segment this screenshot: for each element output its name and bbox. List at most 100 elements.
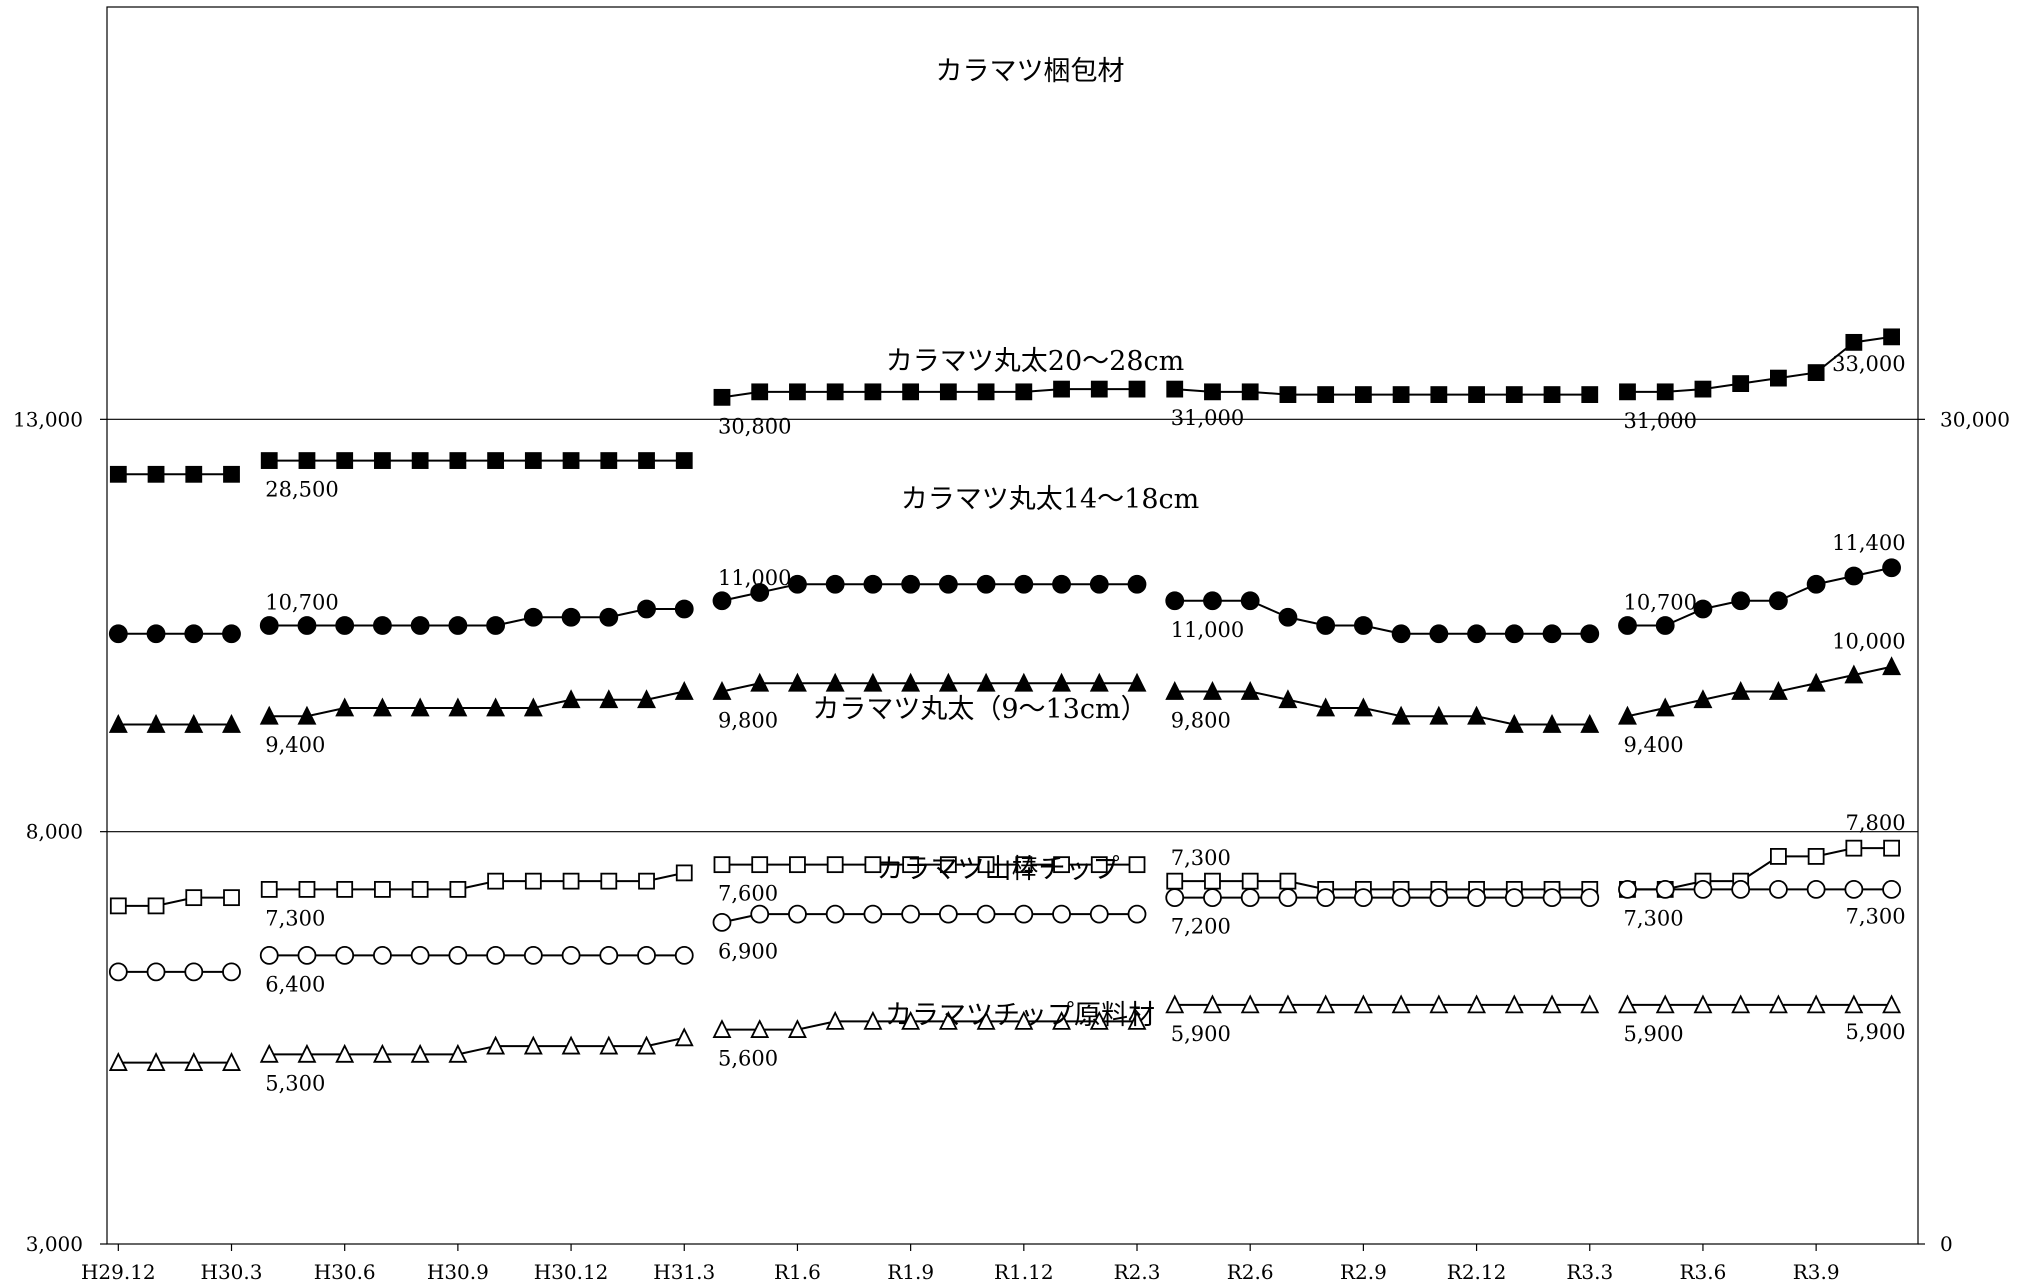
data-label: 5,600 <box>718 1047 778 1071</box>
data-point <box>146 713 166 733</box>
series-group <box>108 879 1901 982</box>
data-point <box>713 388 731 406</box>
data-point <box>1844 566 1864 586</box>
data-point <box>1655 994 1675 1014</box>
data-point <box>297 616 317 635</box>
data-point <box>260 880 278 898</box>
data-point <box>297 945 317 965</box>
data-point <box>1014 574 1034 594</box>
data-point <box>1883 328 1900 346</box>
data-point <box>523 697 543 717</box>
data-point <box>1430 386 1448 403</box>
data-point <box>147 465 165 483</box>
data-point <box>1316 994 1336 1014</box>
data-point <box>411 452 429 469</box>
series-name-label: カラマツ丸太（9～13cm） <box>812 694 1147 725</box>
data-point <box>1429 624 1449 644</box>
data-point <box>789 383 806 401</box>
data-point <box>751 383 769 401</box>
data-point <box>108 962 128 982</box>
data-point <box>825 904 845 924</box>
data-point <box>1618 879 1637 899</box>
data-point <box>1768 680 1788 700</box>
data-point <box>638 452 655 469</box>
data-point <box>411 880 429 898</box>
series-line <box>269 690 685 718</box>
data-point <box>750 583 770 602</box>
data-point <box>146 962 166 982</box>
data-point <box>863 904 883 924</box>
data-point <box>1316 888 1336 908</box>
data-label: 30,800 <box>718 414 791 438</box>
data-point <box>1089 904 1109 924</box>
left-axis-tick-label: 13,000 <box>13 407 83 431</box>
data-point <box>1278 689 1298 709</box>
x-axis-tick-label: R3.3 <box>1566 1260 1613 1284</box>
data-point <box>1845 839 1863 857</box>
series-line <box>1627 665 1892 718</box>
data-point <box>487 872 505 890</box>
data-point <box>523 1035 543 1055</box>
data-point <box>863 574 883 594</box>
data-point <box>863 672 883 692</box>
data-point <box>1203 591 1222 611</box>
data-point <box>1882 656 1902 676</box>
data-point <box>1882 558 1901 578</box>
data-point <box>223 889 240 907</box>
data-point <box>1353 697 1373 717</box>
data-point <box>1505 386 1523 403</box>
data-point <box>448 697 468 717</box>
data-label: 7,200 <box>1171 915 1231 939</box>
data-point <box>902 383 920 401</box>
data-point <box>1316 697 1336 717</box>
data-point <box>712 591 732 611</box>
data-point <box>1806 574 1826 594</box>
series-group <box>108 558 1901 644</box>
data-point <box>1882 994 1902 1014</box>
left-axis-tick-label: 3,000 <box>26 1232 83 1256</box>
data-point <box>1015 383 1033 401</box>
data-point <box>1204 872 1221 890</box>
data-point <box>185 465 203 483</box>
data-point <box>902 856 920 874</box>
data-point <box>938 574 958 594</box>
data-point <box>1883 839 1900 857</box>
data-point <box>1278 607 1298 627</box>
data-point <box>864 856 882 874</box>
x-axis-tick-label: R1.12 <box>994 1260 1054 1284</box>
data-point <box>372 697 392 717</box>
data-point <box>976 904 996 924</box>
data-label: 10,700 <box>265 591 338 615</box>
data-point <box>108 624 128 644</box>
data-point <box>1052 904 1071 924</box>
data-point <box>1731 591 1751 611</box>
data-point <box>184 624 204 644</box>
data-point <box>1165 994 1185 1014</box>
data-point <box>1240 994 1260 1014</box>
data-point <box>1353 994 1373 1014</box>
data-point <box>1504 994 1524 1014</box>
data-point <box>637 599 656 619</box>
data-point <box>750 904 770 924</box>
data-point <box>1655 616 1675 635</box>
data-point <box>1053 380 1070 398</box>
data-point <box>599 1035 619 1055</box>
data-point <box>637 1035 656 1055</box>
data-point <box>1542 888 1562 908</box>
data-point <box>1694 380 1712 398</box>
data-point <box>372 1043 392 1063</box>
data-point <box>1089 1010 1109 1030</box>
data-point <box>373 616 392 635</box>
data-point <box>374 452 391 469</box>
data-point <box>939 856 957 874</box>
data-label: 10,000 <box>1832 630 1905 654</box>
data-point <box>1844 879 1864 899</box>
data-label: 11,400 <box>1832 531 1905 555</box>
data-label: 9,800 <box>718 708 778 732</box>
data-point <box>789 856 806 874</box>
x-axis-tick-label: R3.6 <box>1680 1260 1727 1284</box>
data-point <box>1391 994 1411 1014</box>
data-label: 7,300 <box>1171 846 1231 870</box>
data-point <box>297 1043 317 1063</box>
